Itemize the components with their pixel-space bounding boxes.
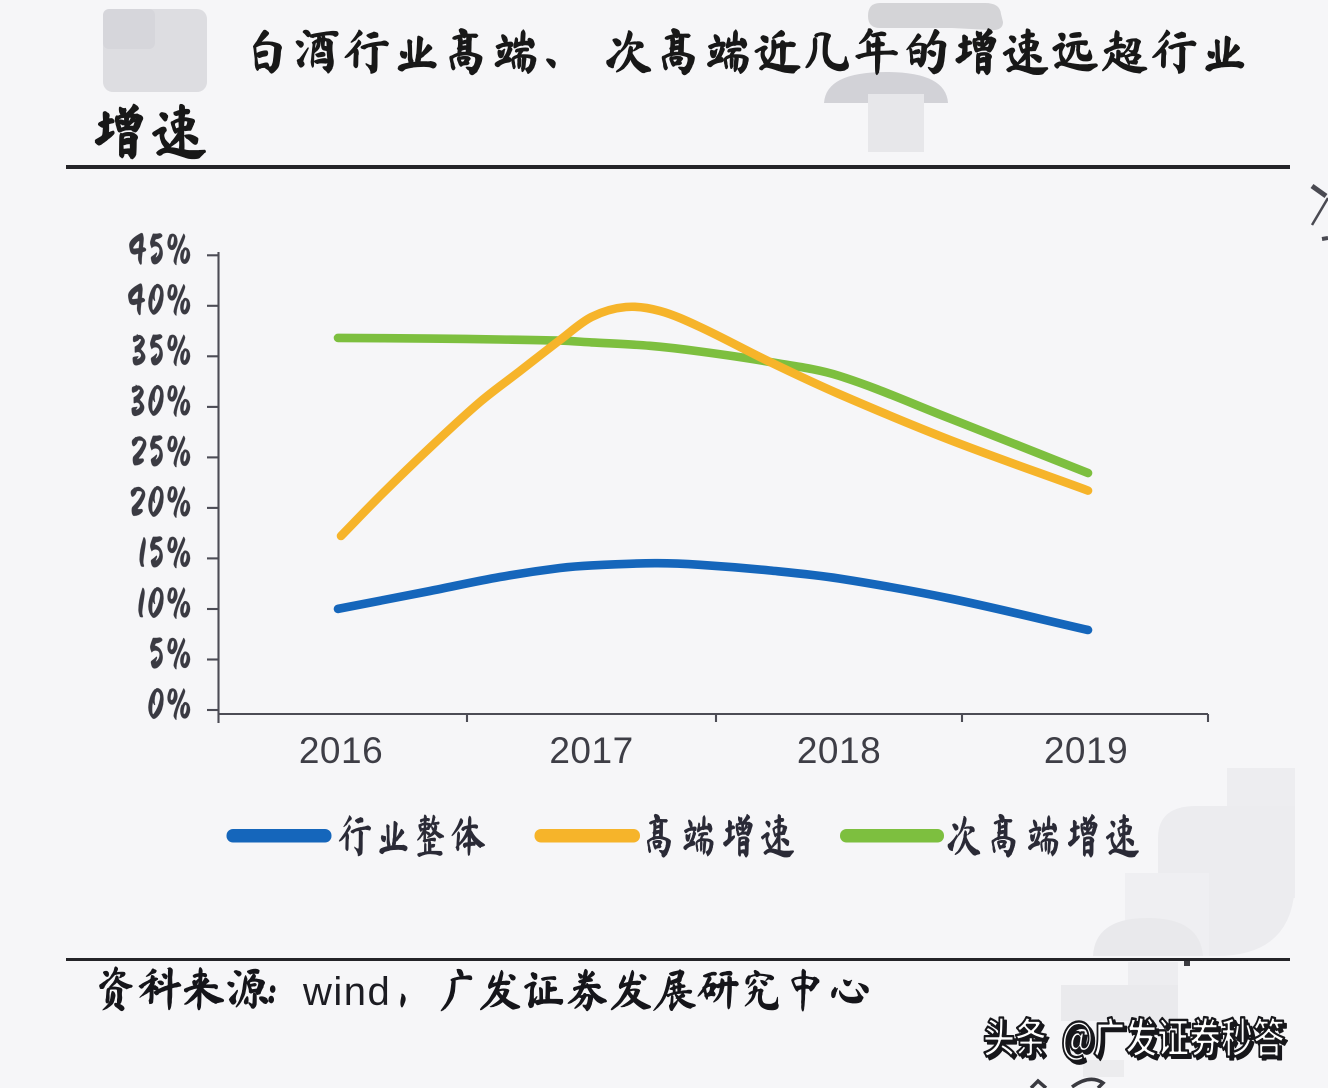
svg-text:2017: 2017 [549, 730, 633, 771]
svg-text:2016: 2016 [299, 730, 383, 771]
svg-text:wind: wind [302, 970, 391, 1014]
svg-text:2018: 2018 [797, 730, 881, 771]
svg-text:2019: 2019 [1044, 730, 1128, 771]
